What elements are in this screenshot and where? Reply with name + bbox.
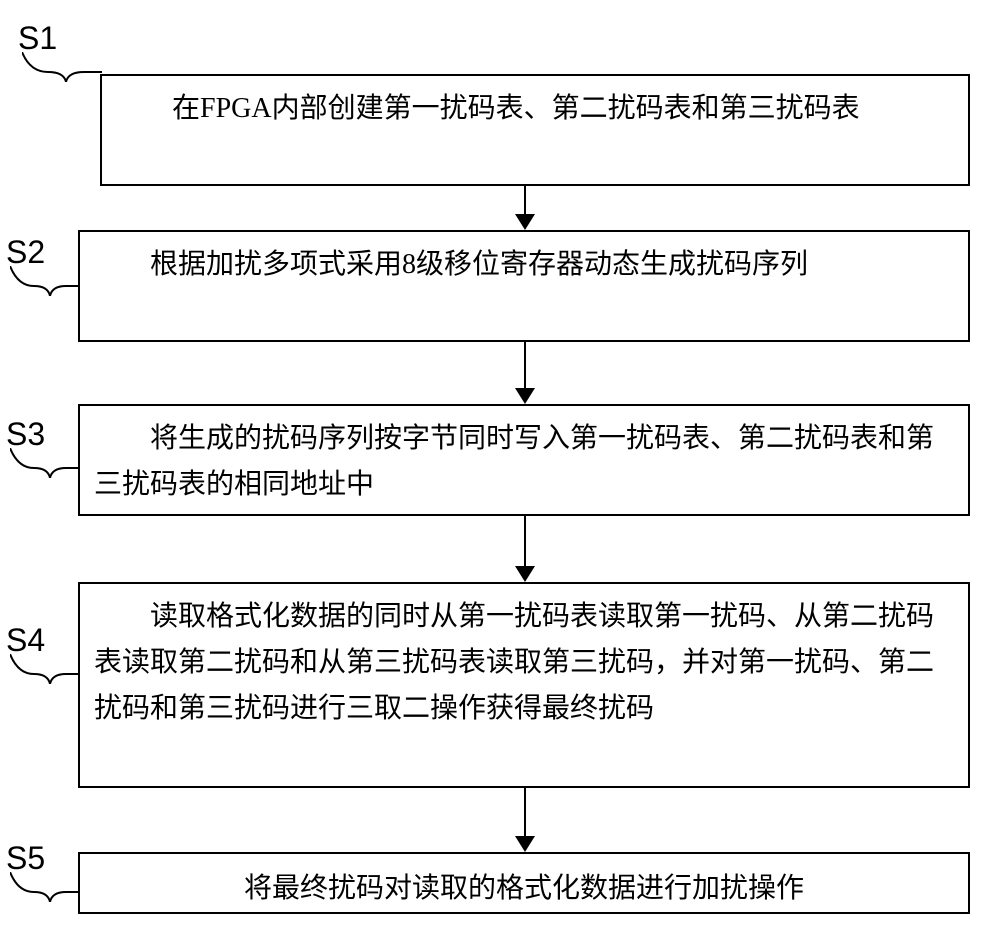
step-label-s2-text: S2 <box>6 234 45 271</box>
arrow-s3-s4 <box>524 516 526 582</box>
step-box-s4: 读取格式化数据的同时从第一扰码表读取第一扰码、从第二扰码表读取第二扰码和从第三扰… <box>78 582 970 788</box>
step-label-s4: S4 <box>6 622 45 659</box>
step-label-s4-text: S4 <box>6 622 45 659</box>
step-box-s3: 将生成的扰码序列按字节同时写入第一扰码表、第二扰码表和第三扰码表的相同地址中 <box>78 404 970 516</box>
arrow-s4-s5 <box>524 788 526 852</box>
step-label-s5: S5 <box>6 840 45 877</box>
arrow-s2-s3 <box>524 342 526 404</box>
step-box-s5: 将最终扰码对读取的格式化数据进行加扰操作 <box>78 852 970 914</box>
step-text-s2: 根据加扰多项式采用8级移位寄存器动态生成扰码序列 <box>94 242 954 288</box>
step-text-s4: 读取格式化数据的同时从第一扰码表读取第一扰码、从第二扰码表读取第二扰码和从第三扰… <box>94 594 954 733</box>
step-text-s5: 将最终扰码对读取的格式化数据进行加扰操作 <box>94 866 954 912</box>
step-label-s5-text: S5 <box>6 840 45 877</box>
step-label-s3-text: S3 <box>6 416 45 453</box>
step-text-s1: 在FPGA内部创建第一扰码表、第二扰码表和第三扰码表 <box>116 86 954 132</box>
step-label-s2: S2 <box>6 234 45 271</box>
step-text-s3: 将生成的扰码序列按字节同时写入第一扰码表、第二扰码表和第三扰码表的相同地址中 <box>94 416 954 508</box>
step-label-s1-text: S1 <box>18 20 57 57</box>
step-label-s3: S3 <box>6 416 45 453</box>
step-label-s1: S1 <box>18 20 57 57</box>
step-box-s2: 根据加扰多项式采用8级移位寄存器动态生成扰码序列 <box>78 230 970 342</box>
arrow-s1-s2 <box>524 186 526 230</box>
step-box-s1: 在FPGA内部创建第一扰码表、第二扰码表和第三扰码表 <box>100 74 970 186</box>
